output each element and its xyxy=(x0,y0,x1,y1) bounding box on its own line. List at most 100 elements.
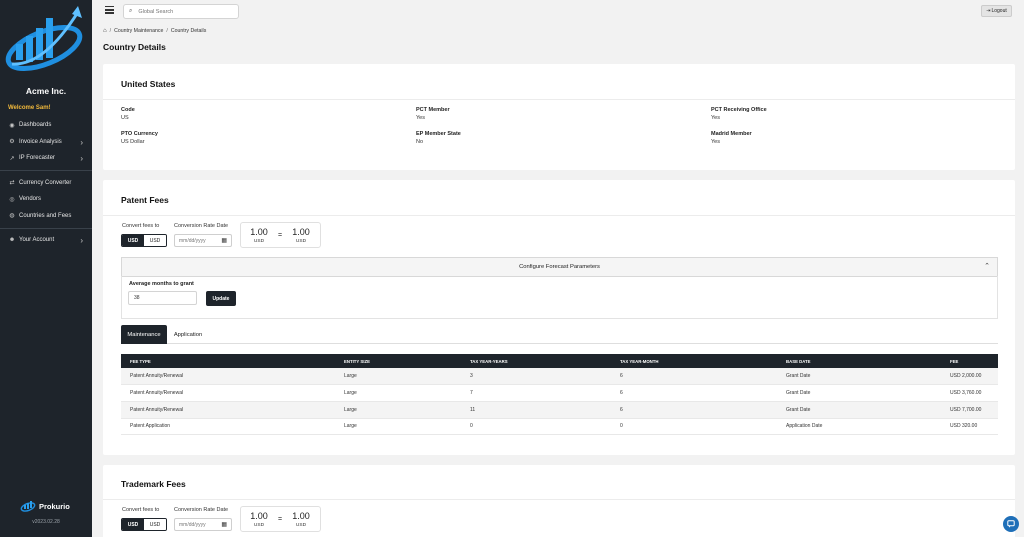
conversion-date-label: Conversion Rate Date xyxy=(174,507,229,513)
forecast-parameters-toggle[interactable]: Configure Forecast Parameters ⌃ xyxy=(121,257,998,277)
col-header-base-date[interactable]: BASE DATE xyxy=(777,354,941,368)
welcome-message: Welcome Sam! xyxy=(8,105,51,111)
convert-fees-label: Convert fees to xyxy=(122,507,160,513)
chat-button[interactable] xyxy=(1003,516,1019,532)
sidebar-item-currency-converter[interactable]: ⇄ Currency Converter xyxy=(0,175,92,192)
col-header-fee-type[interactable]: FEE TYPE xyxy=(121,354,335,368)
app-version: v2023.02.28 xyxy=(32,519,60,525)
sidebar-item-ip-forecaster[interactable]: ↗ IP Forecaster › xyxy=(0,150,92,167)
chevron-right-icon: › xyxy=(80,236,83,245)
cell-fee-type: Patent Application xyxy=(121,418,335,436)
field-value-madrid-member: Yes xyxy=(711,139,720,145)
sidebar-nav: ◉ Dashboards ⚙ Invoice Analysis › ↗ IP F… xyxy=(0,117,92,249)
col-header-tax-year-month[interactable]: TAX YEAR-MONTH xyxy=(611,354,777,368)
company-name: Acme Inc. xyxy=(25,86,67,96)
logout-button[interactable]: ⇥ Logout xyxy=(981,5,1012,17)
rate-right-value: 1.00 xyxy=(292,227,310,237)
chevron-up-icon: ⌃ xyxy=(984,263,990,270)
search-input[interactable] xyxy=(138,8,229,15)
fee-tabs: Maintenance Application xyxy=(121,325,998,344)
sidebar-item-countries-and-fees[interactable]: ◍ Countries and Fees xyxy=(0,208,92,225)
exchange-rate-display: 1.00 USD = 1.00 USD xyxy=(240,506,321,532)
home-icon[interactable]: ⌂ xyxy=(103,28,107,34)
cell-tax-year-month: 6 xyxy=(611,384,777,402)
sidebar-divider xyxy=(0,227,92,229)
cell-base-date: Grant Date xyxy=(777,401,941,419)
trademark-fees-card: Trademark Fees Convert fees to USD USD C… xyxy=(103,465,1015,537)
sidebar-item-your-account[interactable]: ☻ Your Account › xyxy=(0,232,92,249)
exchange-icon: ⇄ xyxy=(9,180,15,187)
tab-application[interactable]: Application xyxy=(173,331,203,338)
tab-maintenance[interactable]: Maintenance xyxy=(121,325,167,344)
field-label-ep-member-state: EP Member State xyxy=(416,131,461,137)
update-button[interactable]: Update xyxy=(206,291,236,306)
sidebar-item-vendors[interactable]: ◎ Vendors xyxy=(0,191,92,208)
calendar-icon[interactable]: ▦ xyxy=(221,522,227,528)
sidebar-item-label: IP Forecaster xyxy=(19,155,55,162)
col-header-fee[interactable]: FEE xyxy=(941,354,998,368)
col-header-entity-size[interactable]: ENTITY SIZE xyxy=(335,354,461,368)
cell-entity-size: Large xyxy=(335,401,461,419)
sidebar-item-label: Currency Converter xyxy=(19,179,72,186)
cell-fee: USD 2,000.00 xyxy=(941,368,998,386)
cell-tax-year-years: 7 xyxy=(461,384,611,402)
country-name: United States xyxy=(121,79,176,89)
rate-left-currency: USD xyxy=(253,523,265,528)
search-icon: ⌕ xyxy=(129,8,133,14)
logout-label: Logout xyxy=(991,8,1007,14)
cell-tax-year-years: 11 xyxy=(461,401,611,419)
convert-fees-label: Convert fees to xyxy=(122,223,160,229)
sidebar-item-label: Vendors xyxy=(19,196,42,203)
sidebar-item-label: Dashboards xyxy=(19,122,52,129)
cell-entity-size: Large xyxy=(335,418,461,436)
exchange-rate-display: 1.00 USD = 1.00 USD xyxy=(240,222,321,248)
cell-fee-type: Patent Annuity/Renewal xyxy=(121,401,335,419)
logout-icon: ⇥ xyxy=(986,8,991,14)
cell-base-date: Grant Date xyxy=(777,368,941,386)
chat-icon xyxy=(1007,520,1015,528)
country-card: United States Code US PCT Member Yes PCT… xyxy=(103,64,1015,170)
cell-fee: USD 3,760.00 xyxy=(941,384,998,402)
cell-entity-size: Large xyxy=(335,368,461,386)
cell-fee-type: Patent Annuity/Renewal xyxy=(121,384,335,402)
table-row: Patent Annuity/Renewal Large 11 6 Grant … xyxy=(121,401,998,419)
page-title: Country Details xyxy=(103,42,166,52)
account-icon: ☻ xyxy=(8,237,16,244)
chevron-right-icon: › xyxy=(80,137,83,147)
currency-option-usd-selected[interactable]: USD xyxy=(122,519,144,530)
field-label-code: Code xyxy=(121,107,135,113)
hamburger-menu-icon[interactable] xyxy=(105,6,114,15)
conversion-date-input[interactable]: mm/dd/yyyy ▦ xyxy=(174,234,232,247)
currency-option-usd-selected[interactable]: USD xyxy=(122,235,144,246)
date-placeholder: mm/dd/yyyy xyxy=(179,521,206,528)
calendar-icon[interactable]: ▦ xyxy=(221,238,227,244)
globe-icon: ◍ xyxy=(9,213,15,220)
col-header-tax-year-years[interactable]: TAX YEAR-YEARS xyxy=(461,354,611,368)
table-row: Patent Application Large 0 0 Application… xyxy=(121,418,998,436)
field-value-ep-member-state: No xyxy=(416,139,424,145)
months-to-grant-input[interactable] xyxy=(128,291,197,305)
rate-left-value: 1.00 xyxy=(250,511,268,521)
currency-toggle: USD USD xyxy=(121,234,167,247)
fee-table: FEE TYPE ENTITY SIZE TAX YEAR-YEARS TAX … xyxy=(121,354,998,436)
global-search[interactable]: ⌕ xyxy=(123,4,239,19)
conversion-date-input[interactable]: mm/dd/yyyy ▦ xyxy=(174,518,232,531)
sidebar-item-dashboards[interactable]: ◉ Dashboards xyxy=(0,117,92,134)
breadcrumb-country-maintenance[interactable]: Country Maintenance xyxy=(114,28,164,34)
currency-option-usd[interactable]: USD xyxy=(144,519,166,530)
breadcrumb: ⌂ / Country Maintenance / Country Detail… xyxy=(103,28,207,34)
sidebar-item-label: Invoice Analysis xyxy=(19,138,62,145)
cell-tax-year-month: 6 xyxy=(611,401,777,419)
months-to-grant-label: Average months to grant xyxy=(129,281,194,287)
topbar: ⌕ ⇥ Logout xyxy=(92,0,1024,24)
brand-footer: Prokurio xyxy=(20,500,70,512)
cell-base-date: Application Date xyxy=(777,418,941,436)
table-row: Patent Annuity/Renewal Large 7 6 Grant D… xyxy=(121,384,998,402)
sidebar-item-invoice-analysis[interactable]: ⚙ Invoice Analysis › xyxy=(0,134,92,151)
field-value-pct-member: Yes xyxy=(416,115,425,121)
currency-option-usd[interactable]: USD xyxy=(144,235,166,246)
sidebar-divider xyxy=(0,170,92,171)
cell-fee: USD 7,700.00 xyxy=(941,401,998,419)
field-label-pct-member: PCT Member xyxy=(416,107,450,113)
cell-fee: USD 320.00 xyxy=(941,418,998,436)
